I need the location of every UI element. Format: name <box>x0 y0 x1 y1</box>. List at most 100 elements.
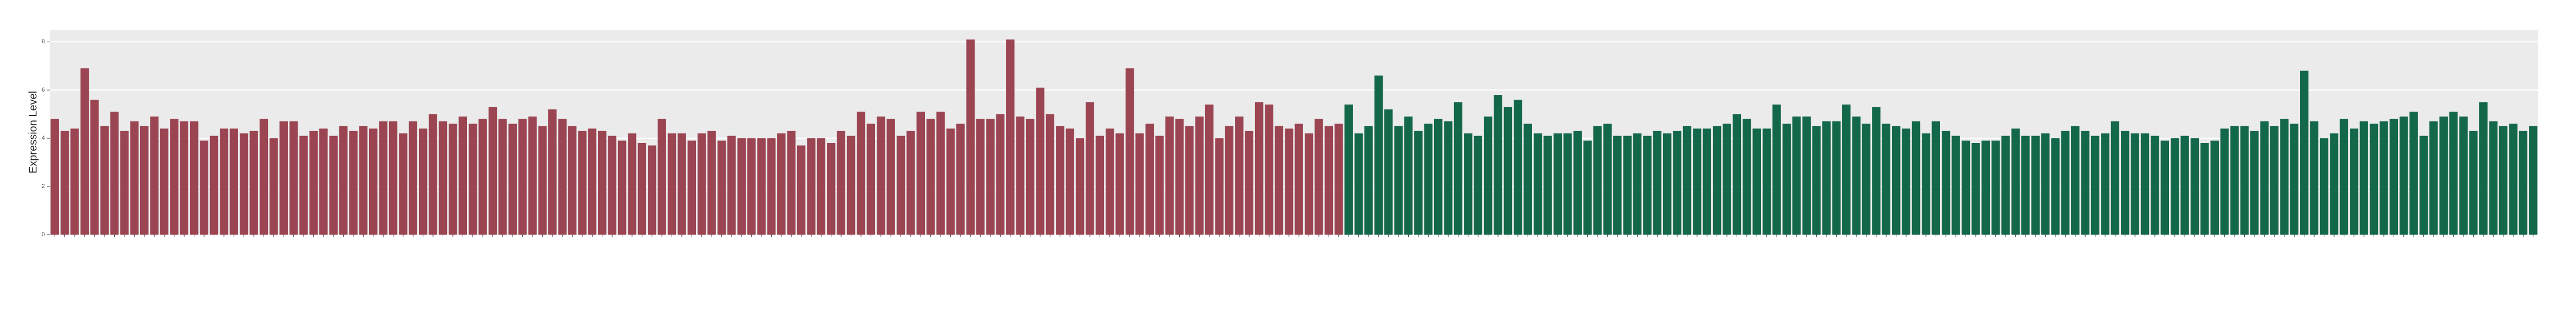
bar <box>498 119 507 235</box>
bar <box>1294 124 1303 235</box>
bar <box>2071 126 2080 235</box>
bar <box>1474 135 1482 235</box>
bar <box>508 124 517 235</box>
bar <box>1922 133 1930 235</box>
bar <box>2151 135 2159 235</box>
bar <box>2200 143 2209 235</box>
bar <box>409 121 418 235</box>
bar <box>996 114 1005 235</box>
bar <box>2190 138 2199 235</box>
bar <box>1245 131 1253 235</box>
bar <box>707 131 716 235</box>
bar <box>2509 124 2518 235</box>
bar <box>667 133 676 235</box>
bar <box>1125 68 1134 235</box>
bar <box>1285 128 1293 235</box>
bar <box>518 119 527 235</box>
bar <box>1274 126 1284 235</box>
bar <box>2300 70 2309 235</box>
bar <box>1494 95 1502 235</box>
bar <box>1523 124 1532 235</box>
bar <box>1712 126 1721 235</box>
bar <box>1951 135 1960 235</box>
bar <box>319 128 328 235</box>
bar <box>429 114 437 235</box>
bar <box>2439 117 2448 235</box>
bar <box>359 126 368 235</box>
bar <box>100 126 109 235</box>
bar <box>170 119 179 235</box>
bar <box>628 133 636 235</box>
bar <box>1165 117 1174 235</box>
bar <box>2081 131 2089 235</box>
bar <box>1782 124 1791 235</box>
bar <box>2330 133 2338 235</box>
bar <box>787 131 796 235</box>
bar <box>936 112 945 235</box>
bar <box>2170 138 2179 235</box>
bar <box>538 126 547 235</box>
bar <box>1075 138 1085 235</box>
bar <box>2529 126 2538 235</box>
bar <box>886 119 895 235</box>
bar <box>2270 126 2279 235</box>
bar <box>916 112 925 235</box>
bar <box>279 121 288 235</box>
bar <box>687 140 696 235</box>
bar <box>2340 119 2349 235</box>
bar <box>2409 112 2418 235</box>
y-tick-label: 0 <box>42 231 45 238</box>
bar <box>2350 128 2358 235</box>
bar <box>946 128 955 235</box>
bar <box>1364 126 1373 235</box>
bar <box>2319 138 2329 235</box>
bar <box>1514 99 1522 235</box>
bar <box>727 135 736 235</box>
bar <box>2091 135 2100 235</box>
bar <box>1424 124 1433 235</box>
bar <box>1254 102 1264 235</box>
bar <box>558 119 567 235</box>
bar <box>1464 133 1473 235</box>
bar <box>1344 104 1353 235</box>
bar <box>2479 102 2488 235</box>
bar <box>189 121 199 235</box>
bar <box>1175 119 1184 235</box>
bar <box>2160 140 2170 235</box>
bar <box>2180 135 2189 235</box>
bar <box>1155 135 1164 235</box>
bar <box>986 119 995 235</box>
bar <box>180 121 189 235</box>
bar <box>1583 140 1592 235</box>
bar <box>1414 131 1423 235</box>
bar <box>1235 117 1244 235</box>
bar <box>1812 126 1821 235</box>
bar <box>2051 138 2060 235</box>
bar <box>1911 121 1921 235</box>
bar <box>857 112 865 235</box>
bar <box>60 131 69 235</box>
bar <box>777 133 786 235</box>
bar <box>1882 124 1891 235</box>
bar <box>1324 126 1333 235</box>
bar <box>1394 126 1403 235</box>
bar <box>2369 124 2378 235</box>
bar <box>1335 124 1343 235</box>
bar <box>638 143 647 235</box>
bar <box>1026 119 1035 235</box>
bar <box>418 128 428 235</box>
bar <box>1036 87 1044 235</box>
bar <box>249 131 258 235</box>
bar <box>1693 128 1701 235</box>
bar <box>2021 135 2030 235</box>
bar <box>2140 133 2150 235</box>
bar <box>966 39 975 235</box>
bar <box>1673 131 1681 235</box>
bar <box>1533 133 1542 235</box>
bar <box>1931 121 1941 235</box>
bar <box>399 133 408 235</box>
bar <box>1563 133 1572 235</box>
bar <box>1315 119 1323 235</box>
bar <box>568 126 577 235</box>
bar <box>1723 124 1731 235</box>
